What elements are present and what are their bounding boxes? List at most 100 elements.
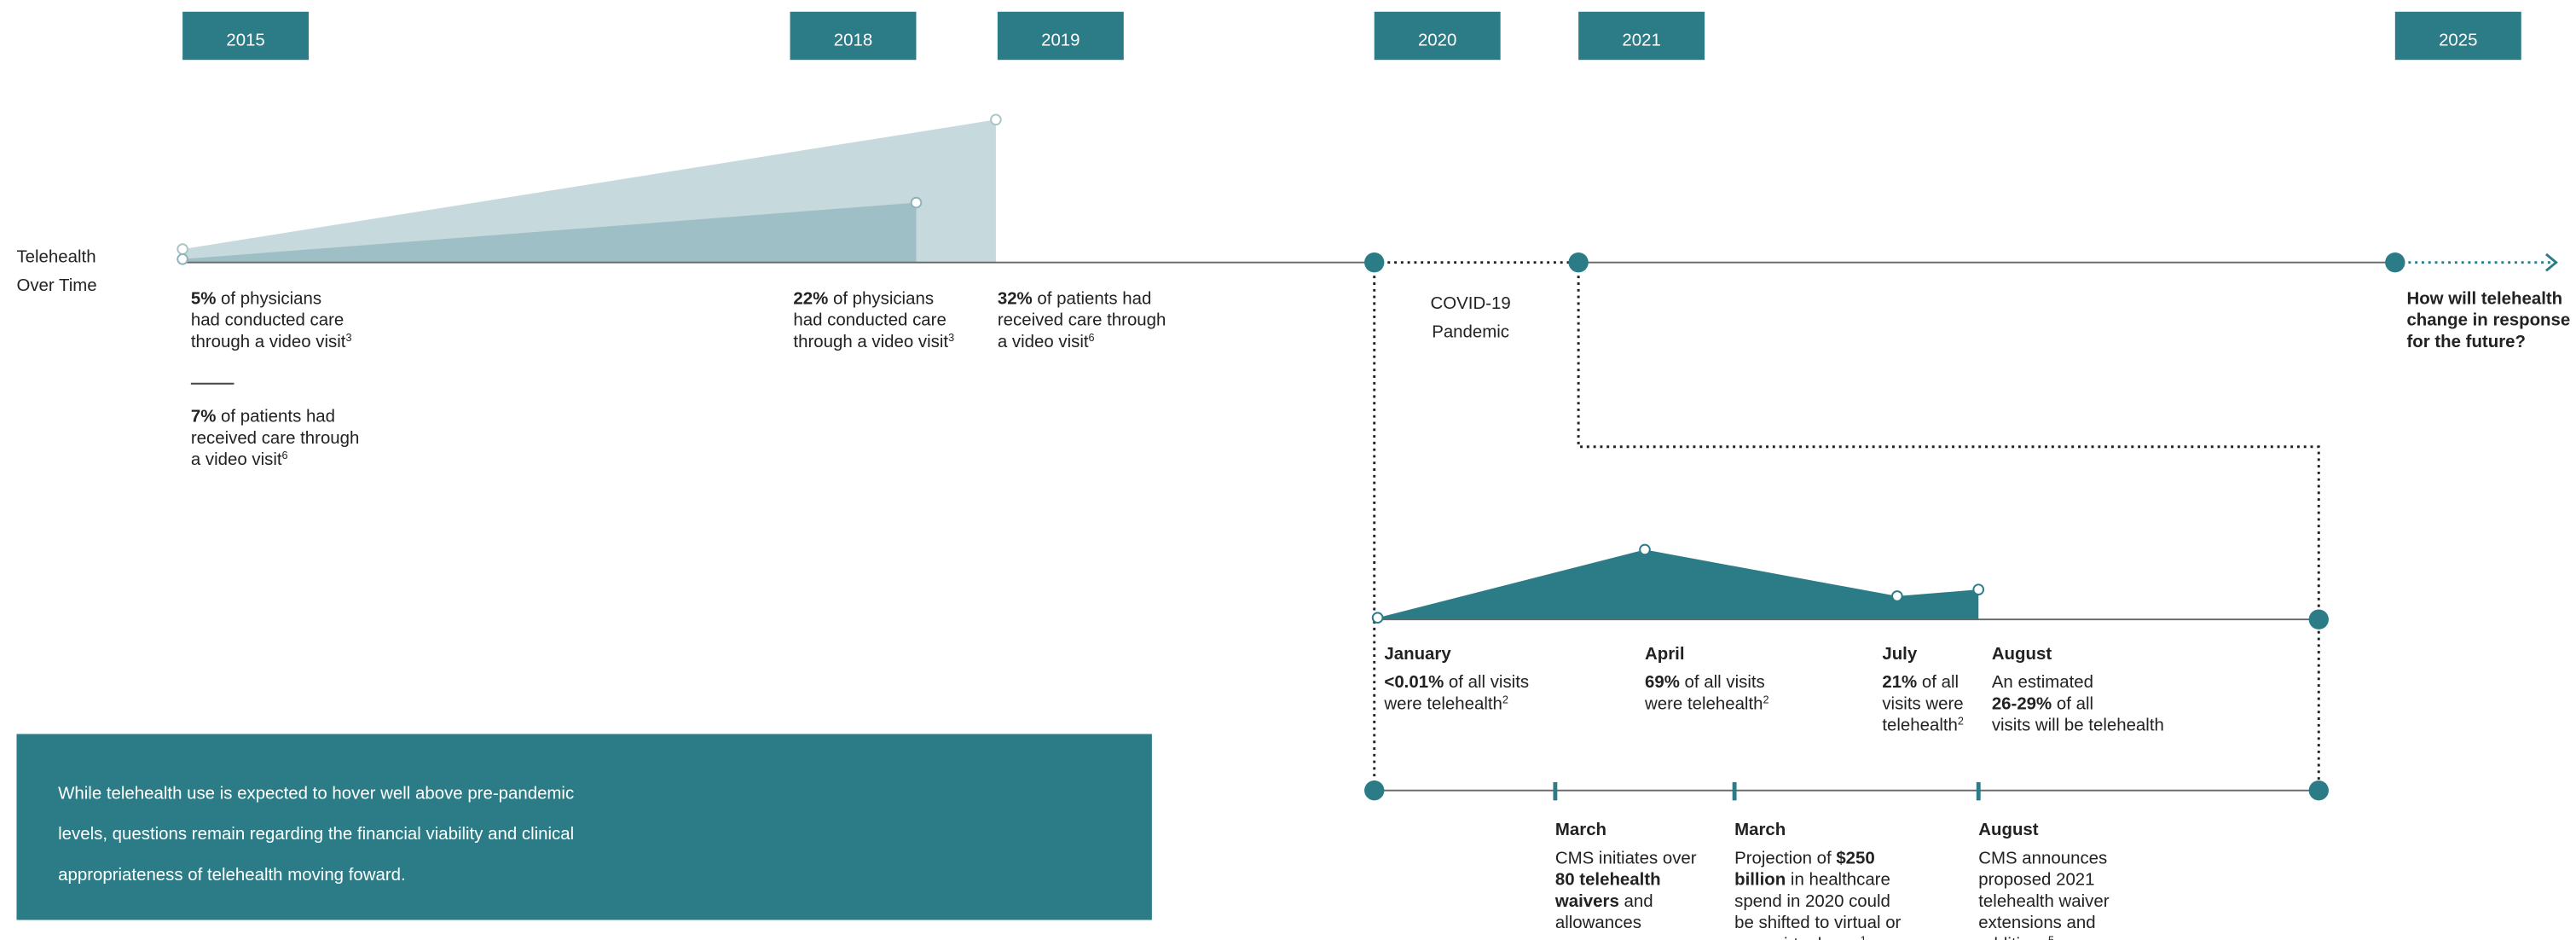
note-text: CMS announces xyxy=(1978,849,2107,867)
note-text: had conducted care xyxy=(191,311,344,330)
year-label: 2018 xyxy=(834,32,872,50)
area-dark xyxy=(182,202,917,263)
note-line: proposed 2021 xyxy=(1978,871,2094,890)
note-line: received care through xyxy=(191,429,360,448)
note-line: were telehealth2 xyxy=(1383,693,1508,713)
note-text: April xyxy=(1645,645,1685,664)
note-text: for the future? xyxy=(2406,333,2526,351)
note-text: 5% xyxy=(191,289,217,308)
note-text: $250 xyxy=(1836,849,1874,867)
note-text: March xyxy=(1555,821,1606,839)
note-text: 5 xyxy=(2048,935,2054,940)
note-line: CMS initiates over xyxy=(1555,849,1697,867)
note-line: July xyxy=(1882,645,1918,664)
note-text: through a video visit xyxy=(191,333,346,351)
year-box xyxy=(790,11,917,61)
dot xyxy=(2308,780,2329,801)
note-line: near-virtual care1 xyxy=(1734,935,1867,940)
summary-box xyxy=(16,734,1152,920)
note-text: of physicians xyxy=(828,289,934,308)
note-text: 1 xyxy=(1861,935,1867,940)
note-text: of physicians xyxy=(216,289,321,308)
note-line: 32% of patients had xyxy=(998,289,1152,308)
year-box xyxy=(2394,11,2521,61)
dot xyxy=(1568,252,1589,273)
point xyxy=(177,252,188,265)
note-line: <0.01% of all visits xyxy=(1384,673,1529,692)
dot xyxy=(2308,609,2329,630)
note-line: April xyxy=(1645,645,1685,664)
note-text: 2 xyxy=(1763,693,1769,705)
note-line: 26-29% of all xyxy=(1992,694,2093,713)
point xyxy=(1891,590,1903,602)
note-text: of all xyxy=(2052,694,2093,713)
note-line: had conducted care xyxy=(191,311,344,330)
note-line: 7% of patients had xyxy=(191,408,335,426)
note-text: 80 telehealth xyxy=(1555,871,1661,890)
year-label: 2019 xyxy=(1041,32,1080,50)
arrow-head xyxy=(2545,252,2558,272)
note-text: 26-29% xyxy=(1992,694,2052,713)
note-line: be shifted to virtual or xyxy=(1734,914,1901,932)
note-text: and xyxy=(1619,892,1653,911)
side-label: Over Time xyxy=(16,276,96,295)
note-text: 22% xyxy=(793,289,828,308)
note-line: change in response xyxy=(2406,311,2570,330)
note-text: of patients had xyxy=(1033,289,1152,308)
note-line: for the future? xyxy=(2406,333,2526,351)
note-text: telehealth waiver xyxy=(1978,892,2109,911)
note-text: <0.01% xyxy=(1384,673,1444,692)
point xyxy=(910,196,923,209)
note-text: 7% xyxy=(191,408,217,426)
note-text: proposed 2021 xyxy=(1978,871,2094,890)
note-text: August xyxy=(1978,821,2039,839)
point xyxy=(1639,543,1651,556)
note-line: through a video visit3 xyxy=(793,332,954,351)
note-text: 21% xyxy=(1882,673,1917,692)
note-text: had conducted care xyxy=(793,311,946,330)
note-text: waivers xyxy=(1554,892,1619,911)
covid-label: Pandemic xyxy=(1432,322,1509,341)
note-text: January xyxy=(1384,645,1451,664)
note-line: waivers and xyxy=(1554,892,1653,911)
note-line: 22% of physicians xyxy=(793,289,934,308)
note-text: An estimated xyxy=(1992,673,2093,692)
covid-label: COVID-19 xyxy=(1431,294,1511,313)
note-text: near-virtual care xyxy=(1734,936,1861,940)
point xyxy=(990,113,1002,126)
dot xyxy=(1364,780,1385,801)
note-line: through a video visit3 xyxy=(191,332,352,351)
note-text: a video visit xyxy=(191,450,282,469)
note-text: of all xyxy=(1917,673,1959,692)
note-text: a video visit xyxy=(998,333,1089,351)
note-text: of all visits xyxy=(1444,673,1529,692)
note-text: be shifted to virtual or xyxy=(1734,914,1901,932)
note-text: 2 xyxy=(1502,693,1508,705)
note-line: 5% of physicians xyxy=(191,289,321,308)
note-text: 32% xyxy=(998,289,1033,308)
note-line: additions5 xyxy=(1978,935,2054,940)
note-text: visits were xyxy=(1882,694,1963,713)
note-line: Projection of $250 xyxy=(1734,849,1875,867)
note-text: 69% xyxy=(1645,673,1680,692)
summary-text: levels, questions remain regarding the f… xyxy=(58,825,574,844)
note-line: telehealth2 xyxy=(1882,716,1964,735)
note-text: visits will be telehealth xyxy=(1992,717,2164,735)
note-text: billion xyxy=(1734,871,1786,890)
note-text: telehealth xyxy=(1882,717,1958,735)
year-label: 2025 xyxy=(2439,32,2477,50)
year-box xyxy=(997,11,1124,61)
year-box xyxy=(1374,11,1501,61)
note-text: 3 xyxy=(345,332,351,344)
point xyxy=(1371,612,1384,624)
note-line: a video visit6 xyxy=(998,332,1095,351)
note-text: March xyxy=(1734,821,1786,839)
note-text: in healthcare xyxy=(1786,871,1890,890)
note-text: CMS initiates over xyxy=(1555,849,1697,867)
note-line: allowances xyxy=(1555,914,1641,932)
note-line: How will telehealth xyxy=(2406,289,2562,308)
note-line: extensions and xyxy=(1978,914,2095,932)
note-text: received care through xyxy=(998,311,1166,330)
year-box xyxy=(1578,11,1705,61)
